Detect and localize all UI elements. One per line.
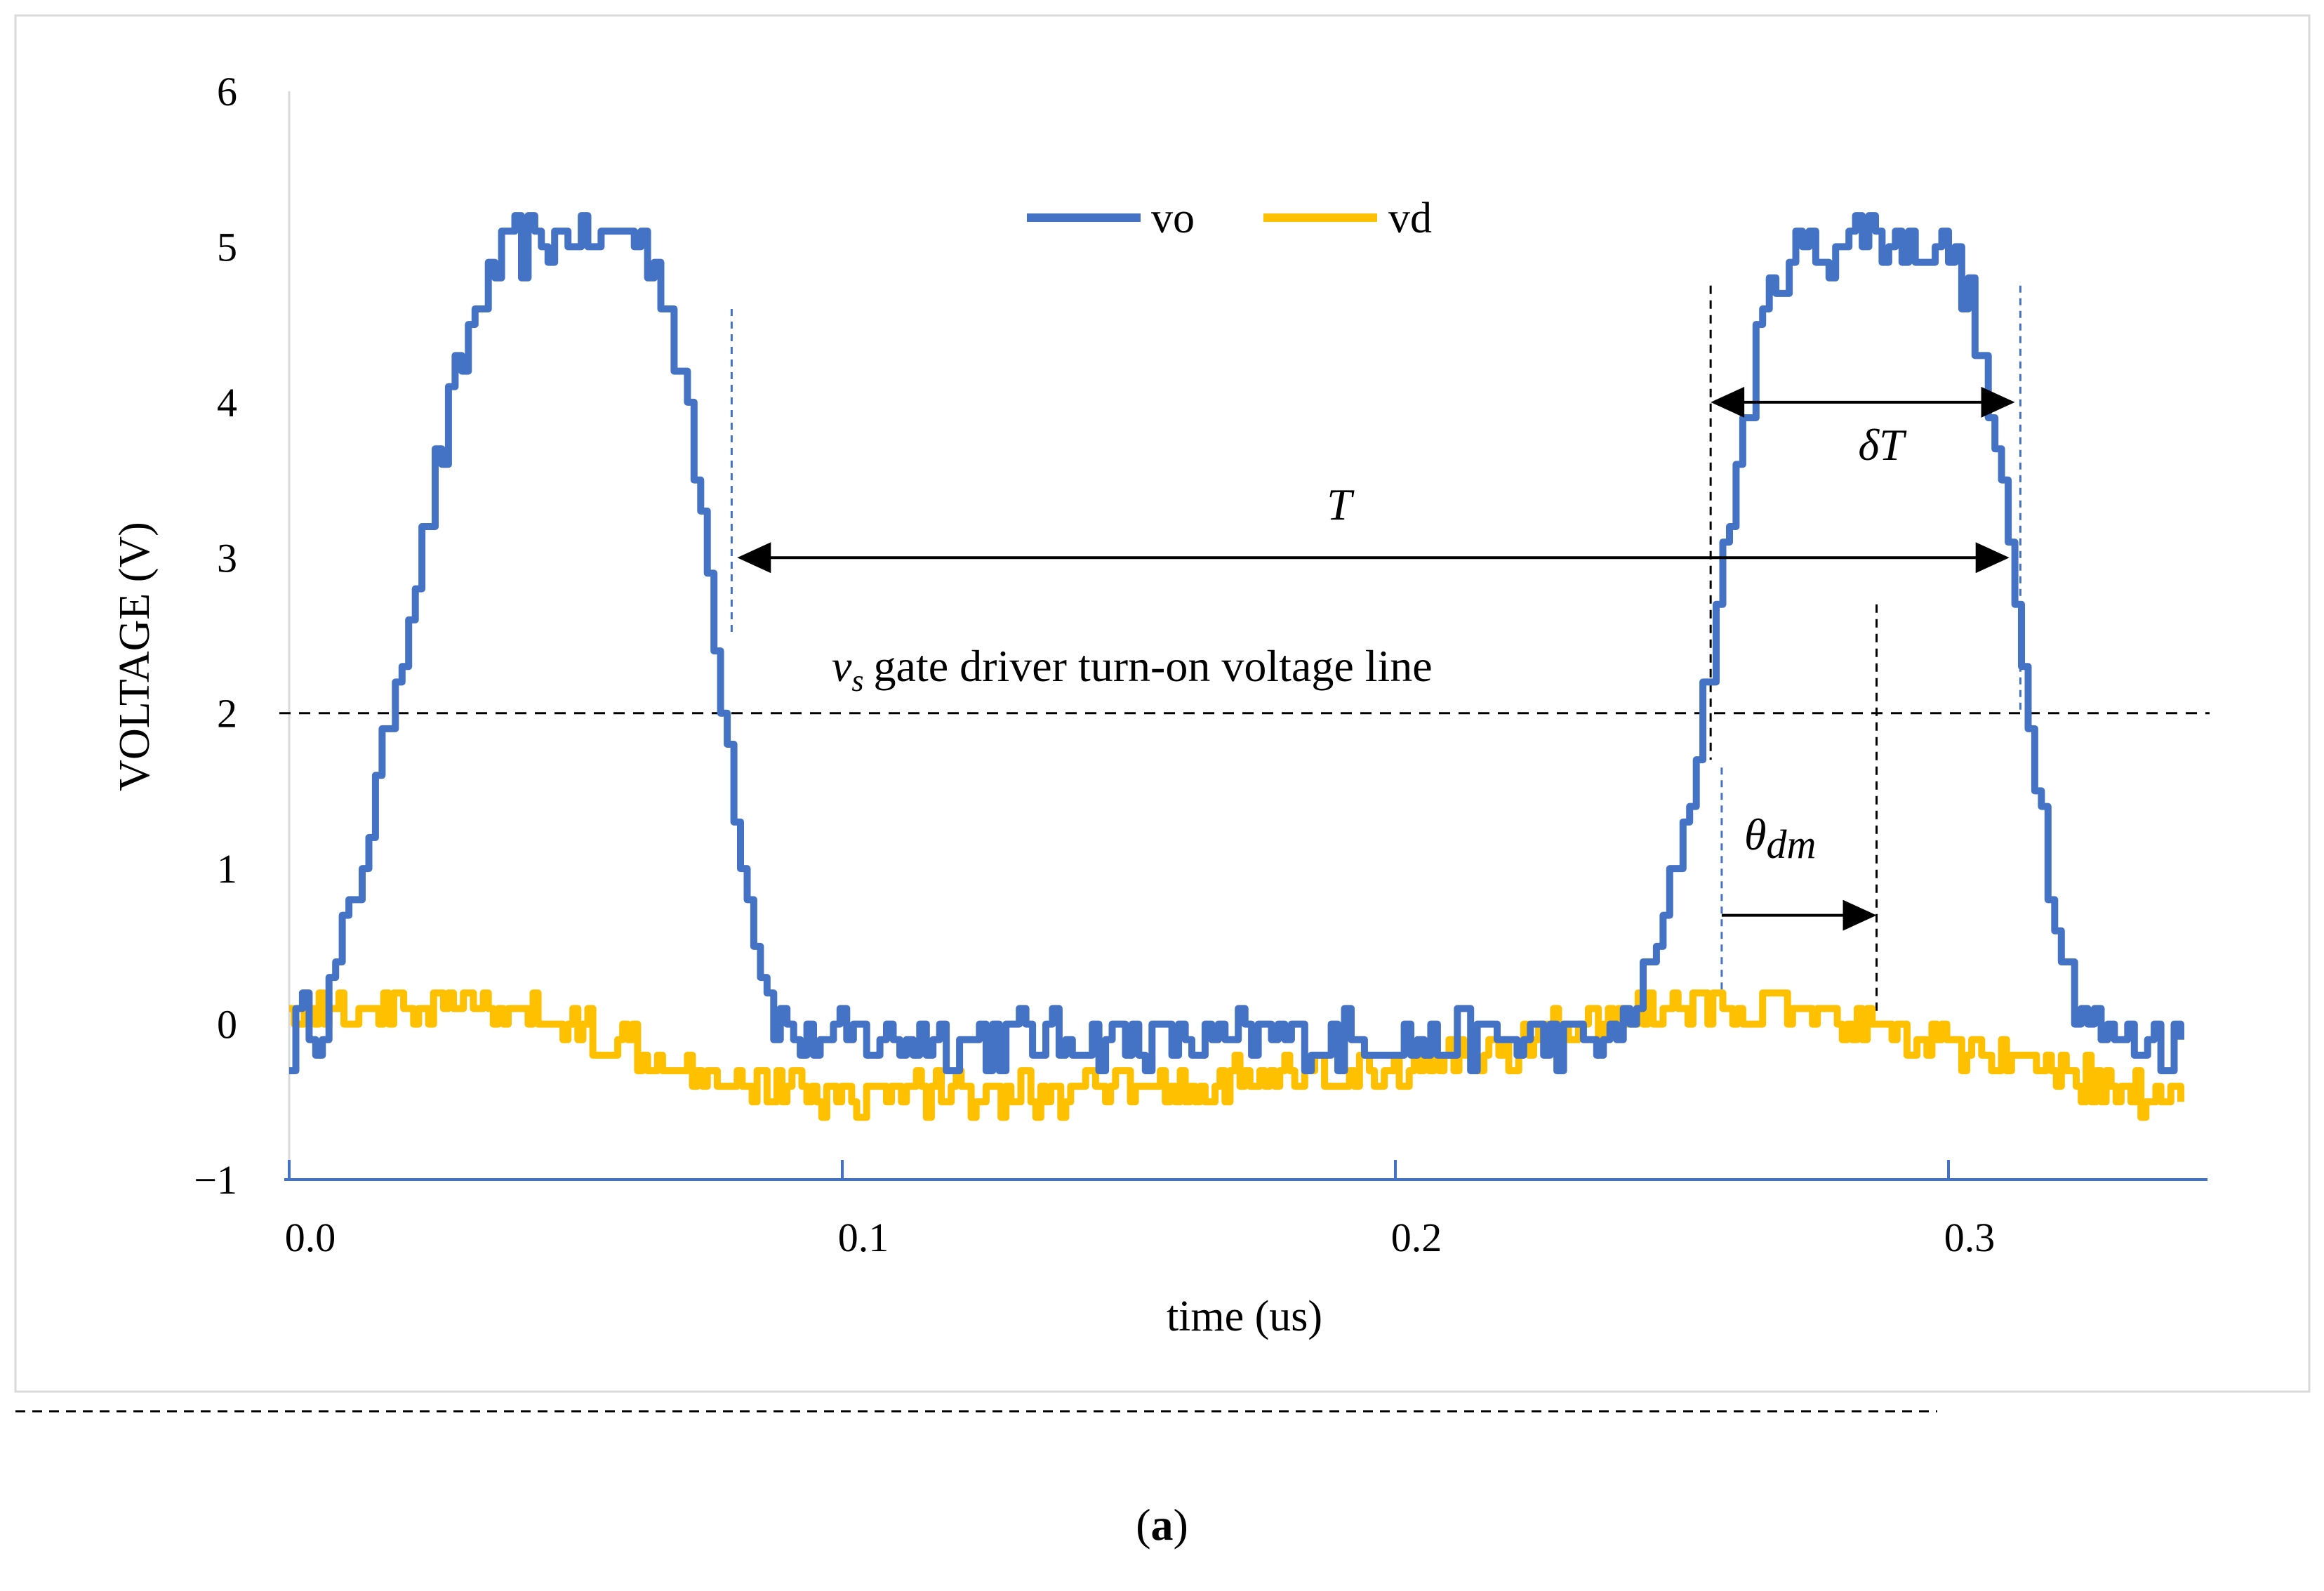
y-tick-label: 5 bbox=[217, 224, 237, 270]
caption-open: ( bbox=[1136, 1500, 1151, 1550]
y-tick-label: −1 bbox=[194, 1157, 237, 1203]
legend: vo vd bbox=[1027, 194, 1432, 242]
chart-frame bbox=[14, 14, 2311, 1393]
series-vd-line bbox=[289, 989, 2184, 1121]
y-ticks: −1 0 1 2 3 4 5 6 bbox=[194, 69, 237, 1203]
gate-line-text: gate driver turn-on voltage line bbox=[874, 641, 1433, 691]
T-arrow-head-right bbox=[1975, 542, 2010, 574]
T-arrow-head-left bbox=[737, 542, 771, 574]
theta-arrow-head bbox=[1842, 899, 1877, 931]
y-tick-label: 4 bbox=[217, 380, 237, 425]
y-tick-label: 2 bbox=[217, 691, 237, 737]
caption-label: a bbox=[1150, 1500, 1174, 1550]
annotation-arrows bbox=[737, 386, 2015, 931]
theta-label: θdm bbox=[1744, 810, 1816, 867]
y-tick-label: 1 bbox=[217, 846, 237, 892]
x-tick-label: 0.3 bbox=[1944, 1215, 1996, 1260]
y-tick-label: 0 bbox=[217, 1002, 237, 1048]
y-tick-label: 6 bbox=[217, 69, 237, 114]
legend-vo-label: vo bbox=[1151, 194, 1195, 242]
theta-symbol: θ bbox=[1744, 810, 1766, 859]
series-vo-line bbox=[289, 212, 2184, 1074]
x-tick-label: 0.2 bbox=[1391, 1215, 1442, 1260]
x-ticks: 0.0 0.1 0.2 0.3 bbox=[285, 1160, 1996, 1260]
figure-caption: (a) bbox=[0, 1499, 2324, 1551]
gate-line-subscript: s bbox=[851, 664, 863, 698]
y-tick-label: 3 bbox=[217, 535, 237, 581]
x-axis-title: time (us) bbox=[1167, 1293, 1322, 1340]
y-axis-title: VOLTAGE (V) bbox=[111, 522, 159, 791]
T-label: T bbox=[1327, 480, 1355, 529]
deltaT-arrow-head-left bbox=[1711, 386, 1745, 418]
gate-line-symbol: v bbox=[832, 641, 852, 691]
x-tick-label: 0.1 bbox=[838, 1215, 889, 1260]
deltaT-arrow-head-right bbox=[1981, 386, 2015, 418]
caption-close: ) bbox=[1173, 1500, 1188, 1550]
theta-subscript: dm bbox=[1766, 821, 1816, 867]
legend-vd-label: vd bbox=[1388, 194, 1432, 242]
deltaT-label: δT bbox=[1858, 420, 1907, 470]
gate-line-label: vs gate driver turn-on voltage line bbox=[832, 641, 1433, 698]
x-tick-label: 0.0 bbox=[285, 1215, 336, 1260]
